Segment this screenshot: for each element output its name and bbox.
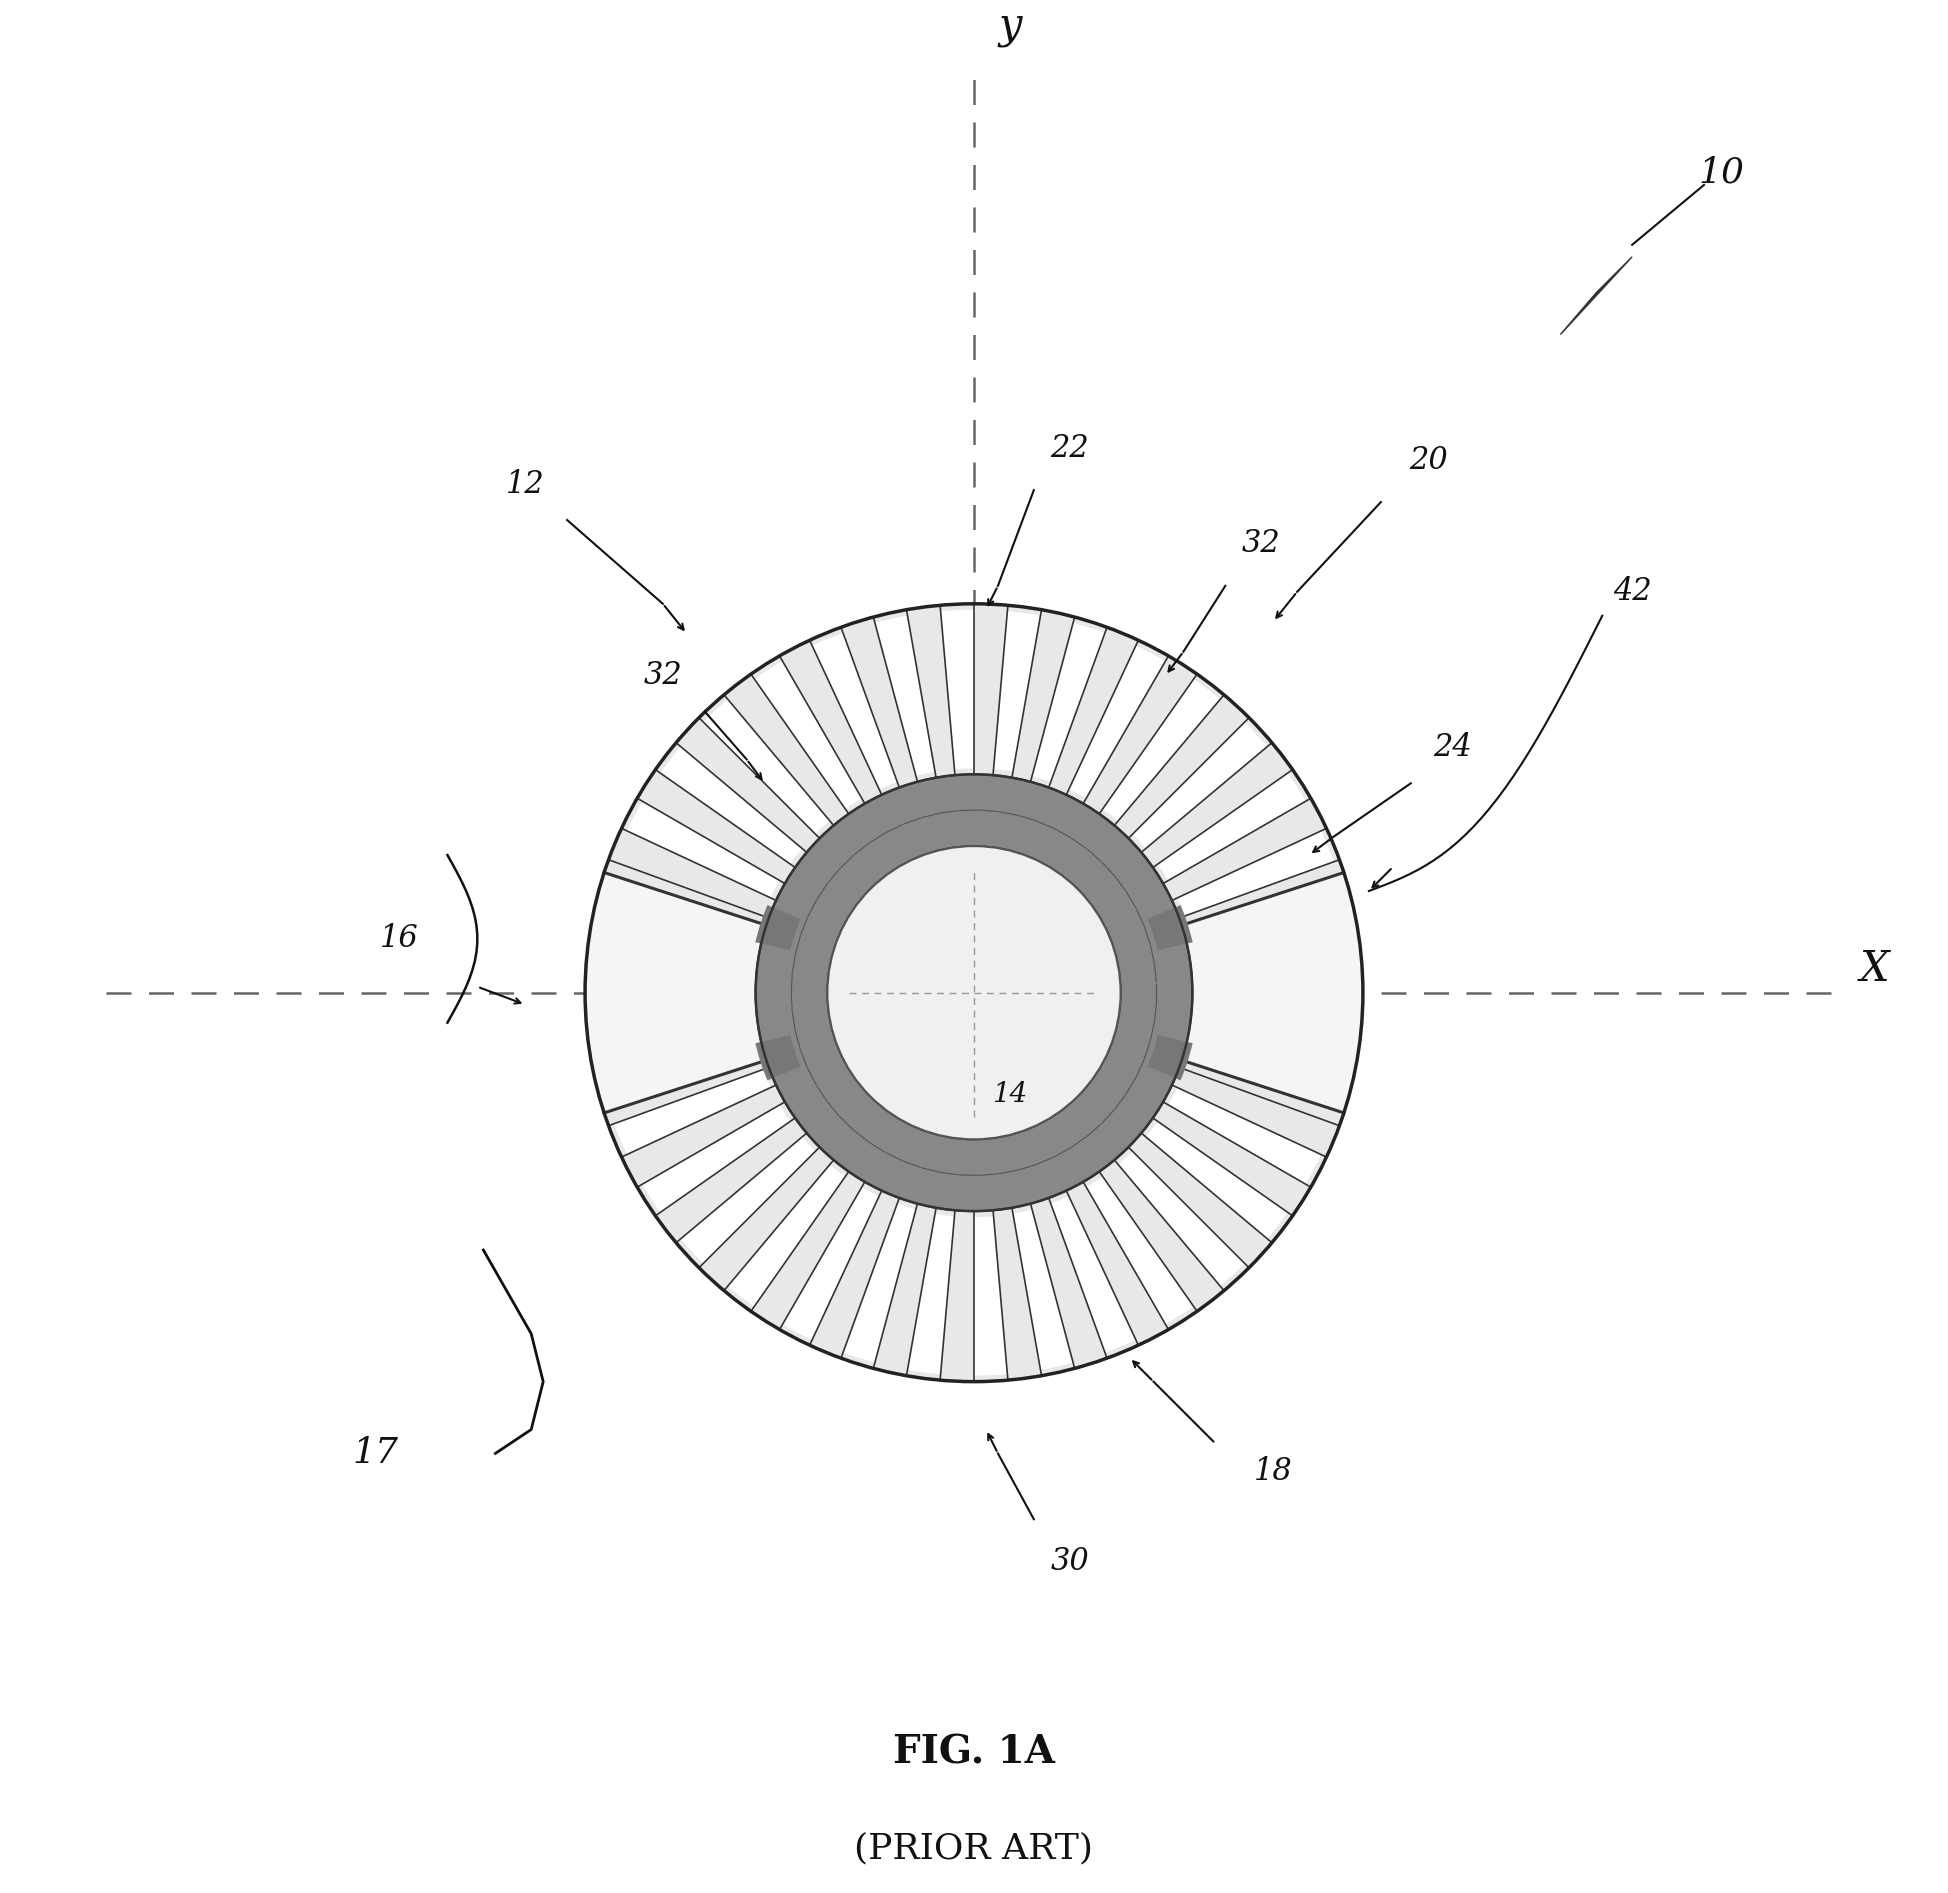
Polygon shape — [1560, 257, 1632, 335]
Wedge shape — [1132, 721, 1268, 848]
Wedge shape — [908, 1213, 955, 1374]
Wedge shape — [756, 905, 801, 950]
Wedge shape — [1147, 1035, 1192, 1081]
Wedge shape — [604, 604, 1344, 926]
Wedge shape — [941, 610, 974, 769]
Wedge shape — [614, 1070, 771, 1155]
Wedge shape — [1147, 905, 1192, 950]
Wedge shape — [1182, 873, 1364, 1113]
Wedge shape — [1177, 831, 1334, 916]
Text: 42: 42 — [1613, 575, 1652, 608]
Text: 32: 32 — [1241, 528, 1280, 560]
Text: 12: 12 — [506, 469, 545, 500]
Wedge shape — [643, 1106, 791, 1212]
Wedge shape — [627, 801, 779, 897]
Text: y: y — [997, 6, 1021, 47]
Text: 17: 17 — [353, 1437, 399, 1471]
Wedge shape — [1050, 1196, 1136, 1353]
Wedge shape — [1169, 1088, 1321, 1185]
Text: 22: 22 — [1050, 433, 1089, 464]
Wedge shape — [1118, 1151, 1245, 1285]
Wedge shape — [1087, 1177, 1194, 1325]
Wedge shape — [1145, 1121, 1288, 1238]
Wedge shape — [974, 1215, 1007, 1376]
Text: 18: 18 — [1255, 1456, 1293, 1486]
Text: 24: 24 — [1434, 733, 1473, 763]
Wedge shape — [783, 1187, 879, 1340]
Text: 30: 30 — [1050, 1547, 1089, 1577]
Wedge shape — [584, 873, 766, 1113]
Wedge shape — [703, 699, 830, 835]
Circle shape — [828, 846, 1120, 1140]
Wedge shape — [1103, 680, 1219, 822]
Wedge shape — [680, 1138, 816, 1263]
Wedge shape — [1032, 623, 1105, 782]
Text: X: X — [1860, 948, 1890, 990]
Wedge shape — [1013, 1210, 1073, 1371]
Text: 20: 20 — [1408, 445, 1447, 475]
Wedge shape — [1069, 646, 1165, 799]
Wedge shape — [812, 632, 898, 789]
Wedge shape — [754, 661, 861, 808]
Text: 10: 10 — [1699, 155, 1745, 189]
Wedge shape — [756, 1035, 801, 1081]
Wedge shape — [875, 615, 935, 776]
Text: 14: 14 — [992, 1081, 1027, 1107]
Text: (PRIOR ART): (PRIOR ART) — [855, 1831, 1093, 1865]
Wedge shape — [756, 774, 1192, 1212]
Wedge shape — [729, 1164, 845, 1306]
Wedge shape — [604, 1060, 1344, 1382]
Wedge shape — [843, 1204, 916, 1363]
Wedge shape — [660, 746, 803, 863]
Wedge shape — [993, 611, 1040, 772]
Wedge shape — [1157, 772, 1305, 880]
Text: 32: 32 — [643, 661, 682, 691]
Text: FIG. 1A: FIG. 1A — [892, 1734, 1056, 1772]
Text: 16: 16 — [380, 924, 419, 954]
